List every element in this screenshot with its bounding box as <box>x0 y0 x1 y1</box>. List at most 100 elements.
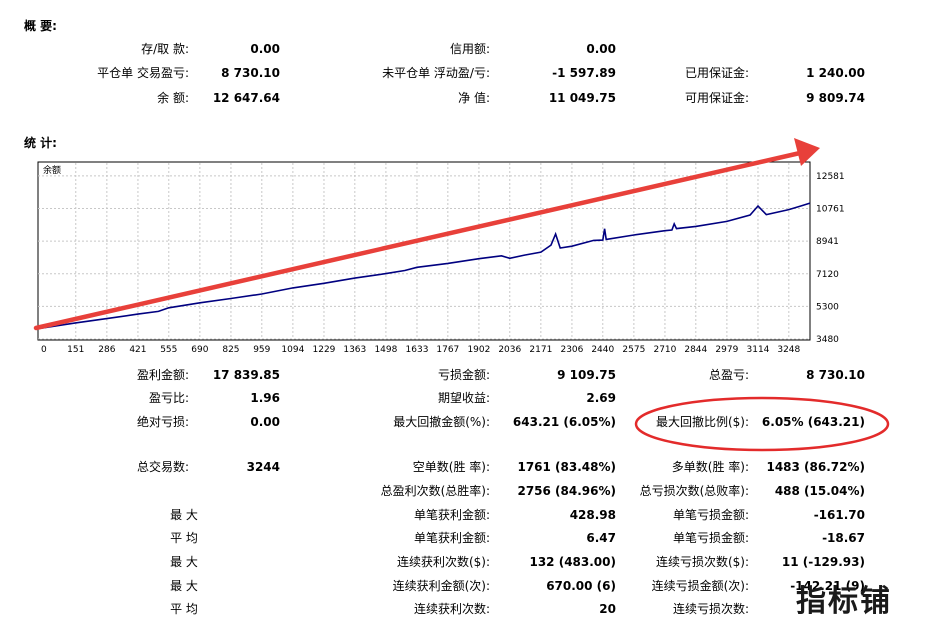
x-tick-label: 1767 <box>436 345 459 355</box>
stats-label: 总盈利次数(总胜率): <box>380 484 490 498</box>
stats-label: 单笔亏损金额: <box>672 508 749 522</box>
summary-label: 信用额: <box>449 42 490 56</box>
stats-value: 428.98 <box>569 508 616 522</box>
summary-value: 9 809.74 <box>806 91 865 105</box>
stats-value: 8 730.10 <box>806 368 865 382</box>
stats-group-label: 最 大 <box>170 579 198 593</box>
y-tick-label: 10761 <box>816 205 845 215</box>
x-tick-label: 2979 <box>715 345 738 355</box>
balance-chart: 12581 10761 8941 7120 5300 3480 0 151 286 421 555… <box>33 138 845 355</box>
x-tick-label: 3114 <box>747 345 770 355</box>
stats-value: -142.21 (9) <box>790 579 865 593</box>
x-tick-label: 825 <box>222 345 239 355</box>
x-tick-label: 1363 <box>343 345 366 355</box>
stats-label: 连续亏损金额(次): <box>651 579 749 593</box>
summary-value: 1 240.00 <box>806 66 865 80</box>
chart-y-ticks: 12581 10761 8941 7120 5300 3480 <box>816 172 845 345</box>
y-tick-label: 3480 <box>816 335 839 345</box>
x-tick-label: 2440 <box>591 345 614 355</box>
stats-label: 亏损金额: <box>437 368 490 382</box>
stats-group-label: 最 大 <box>170 508 198 522</box>
summary-value: 8 730.10 <box>221 66 280 80</box>
x-tick-label: 2036 <box>498 345 521 355</box>
x-tick-label: 690 <box>191 345 208 355</box>
summary-label: 存/取 款: <box>141 42 189 56</box>
stats-value: -161.70 <box>813 508 865 522</box>
stats-group-label: 最 大 <box>170 555 198 569</box>
chart-grid <box>38 163 810 340</box>
stats-value: 2.69 <box>586 391 616 405</box>
x-tick-label: 1229 <box>313 345 336 355</box>
stats-label: 盈亏比: <box>148 391 189 405</box>
summary-label: 余 额: <box>157 91 189 105</box>
stats-group-label: 平 均 <box>170 602 198 616</box>
summary-title: 概 要: <box>24 19 57 33</box>
stats-label: 总交易数: <box>136 460 189 474</box>
summary-value: 12 647.64 <box>212 91 280 105</box>
summary-value: 0.00 <box>586 42 616 56</box>
chart-x-ticks: 0 151 286 421 555 690 825 959 1094 1229 1363 1498 16… <box>41 345 801 355</box>
x-tick-label: 421 <box>129 345 146 355</box>
chart-legend: 余额 <box>43 164 61 176</box>
x-tick-label: 2575 <box>622 345 645 355</box>
summary-value: 0.00 <box>250 42 280 56</box>
stats-label: 连续获利次数: <box>413 602 490 616</box>
stats-value: 17 839.85 <box>212 368 280 382</box>
stats-label: 多单数(胜 率): <box>671 460 749 474</box>
x-tick-label: 555 <box>160 345 177 355</box>
stats-label: 单笔获利金额: <box>413 531 490 545</box>
stats-value: 3244 <box>246 460 280 474</box>
stats-value: 1761 (83.48%) <box>517 460 616 474</box>
stats-value: 488 (15.04%) <box>774 484 865 498</box>
chart-plot-area <box>37 161 811 341</box>
stats-label: 盈利金额: <box>136 368 189 382</box>
stats-label: 最大回撤比例($): <box>655 415 749 429</box>
watermark-logo: 指标铺 <box>796 584 892 619</box>
stats-label: 连续获利次数($): <box>396 555 490 569</box>
x-tick-label: 2844 <box>684 345 707 355</box>
trend-arrow-shaft <box>33 150 803 331</box>
x-tick-label: 286 <box>98 345 115 355</box>
x-tick-label: 2171 <box>529 345 552 355</box>
stats-title: 统 计: <box>24 136 57 150</box>
x-tick-label: 1498 <box>374 345 397 355</box>
y-tick-label: 12581 <box>816 172 845 182</box>
x-tick-label: 959 <box>253 345 270 355</box>
stats-label: 总盈亏: <box>708 368 749 382</box>
x-tick-label: 0 <box>41 345 47 355</box>
summary-value: -1 597.89 <box>552 66 616 80</box>
x-tick-label: 1094 <box>281 345 304 355</box>
stats-label: 空单数(胜 率): <box>412 460 490 474</box>
x-tick-label: 1633 <box>406 345 429 355</box>
stats-value: 1483 (86.72%) <box>766 460 865 474</box>
stats-label: 单笔亏损金额: <box>672 531 749 545</box>
summary-value: 11 049.75 <box>548 91 616 105</box>
stats-label: 连续亏损次数($): <box>655 555 749 569</box>
stats-label: 连续亏损次数: <box>672 602 749 616</box>
stats-label: 单笔获利金额: <box>413 508 490 522</box>
stats-group-label: 平 均 <box>170 531 198 545</box>
stats-value: 6.05% (643.21) <box>761 415 865 429</box>
stats-label: 最大回撤金额(%): <box>393 415 490 429</box>
stats-label: 连续获利金额(次): <box>392 579 490 593</box>
x-tick-label: 3248 <box>777 345 800 355</box>
stats-label: 绝对亏损: <box>136 415 189 429</box>
x-tick-label: 2306 <box>560 345 583 355</box>
chart-series-balance <box>40 202 811 329</box>
stats-value: 670.00 (6) <box>546 579 616 593</box>
summary-label: 已用保证金: <box>684 66 749 80</box>
stats-value: 2756 (84.96%) <box>517 484 616 498</box>
summary-label: 平仓单 交易盈亏: <box>97 66 189 80</box>
stats-value: -18.67 <box>822 531 865 545</box>
trend-arrow-head <box>794 138 820 166</box>
stats-value: 9 109.75 <box>557 368 616 382</box>
x-tick-label: 2710 <box>653 345 676 355</box>
stats-label: 总亏损次数(总败率): <box>639 484 749 498</box>
stats-value: 0.00 <box>250 415 280 429</box>
stats-value: 643.21 (6.05%) <box>512 415 616 429</box>
y-tick-label: 5300 <box>816 302 839 312</box>
stats-value: 11 (-129.93) <box>781 555 865 569</box>
stats-value: 20 <box>599 602 616 616</box>
stats-value: 132 (483.00) <box>529 555 616 569</box>
x-tick-label: 1902 <box>467 345 490 355</box>
